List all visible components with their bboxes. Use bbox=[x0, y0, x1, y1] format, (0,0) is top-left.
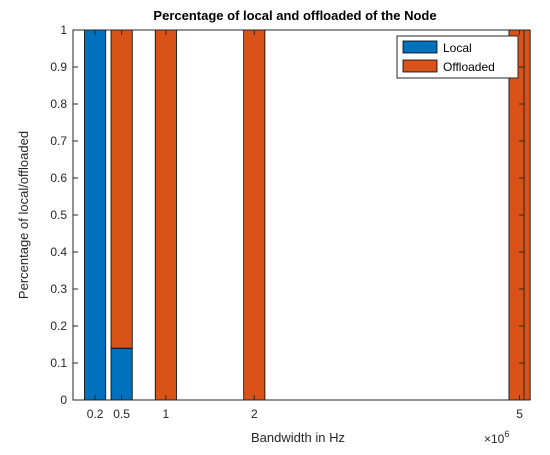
y-tick-label: 0.6 bbox=[50, 171, 67, 185]
x-tick-label: 0.5 bbox=[113, 407, 130, 421]
bar-offloaded-0.5 bbox=[110, 29, 133, 349]
y-tick-label: 0.8 bbox=[50, 97, 67, 111]
bar-local-0.2 bbox=[84, 29, 107, 401]
x-axis-label: Bandwidth in Hz bbox=[251, 430, 345, 445]
x-ticks-group: 0.2 0.5 1 2 5 bbox=[87, 30, 523, 421]
y-tick-label: 0.1 bbox=[50, 356, 67, 370]
plot-frame bbox=[72, 29, 525, 401]
x-tick-label: 0.2 bbox=[87, 407, 104, 421]
y-tick-label: 1 bbox=[60, 23, 67, 37]
y-tick-label: 0.7 bbox=[50, 134, 67, 148]
x-tick-label: 5 bbox=[516, 407, 523, 421]
y-tick-label: 0.2 bbox=[50, 319, 67, 333]
legend-label-offloaded: Offloaded bbox=[443, 60, 495, 74]
y-tick-label: 0.5 bbox=[50, 208, 67, 222]
plot-area bbox=[73, 30, 524, 400]
x-exponent-label: ×106 bbox=[484, 429, 509, 446]
x-tick-label: 1 bbox=[163, 407, 170, 421]
y-tick-label: 0.4 bbox=[50, 245, 67, 259]
legend-swatch-local bbox=[402, 40, 438, 54]
y-axis-label: Percentage of local/offloaded bbox=[16, 131, 31, 299]
x-tick-label: 2 bbox=[251, 407, 258, 421]
legend-label-local: Local bbox=[443, 41, 472, 55]
y-ticks-group: 0 0.1 0.2 0.3 0.4 0.5 0.6 0.7 0.8 0.9 1 bbox=[50, 23, 524, 407]
y-tick-label: 0.9 bbox=[50, 60, 67, 74]
y-tick-label: 0.3 bbox=[50, 282, 67, 296]
chart-title: Percentage of local and offloaded of the… bbox=[153, 8, 436, 23]
bar-offloaded-2 bbox=[243, 29, 266, 401]
x-exponent-power: 6 bbox=[504, 429, 509, 439]
bar-offloaded-1 bbox=[154, 29, 177, 401]
legend-swatch-offloaded bbox=[402, 59, 438, 73]
legend: Local Offloaded bbox=[396, 35, 519, 79]
bars-group bbox=[84, 29, 531, 401]
bar-local-0.5 bbox=[110, 347, 133, 401]
x-exponent-base: ×10 bbox=[484, 432, 505, 446]
y-tick-label: 0 bbox=[60, 393, 67, 407]
